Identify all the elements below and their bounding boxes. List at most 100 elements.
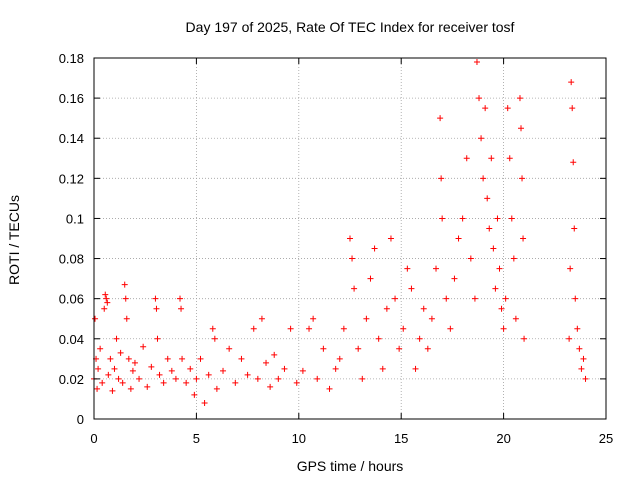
data-point xyxy=(383,305,390,312)
data-point xyxy=(299,367,306,374)
data-point xyxy=(310,315,317,322)
data-point xyxy=(437,115,444,122)
data-point xyxy=(99,379,106,386)
data-point xyxy=(375,335,382,342)
data-point xyxy=(105,371,112,378)
data-point xyxy=(569,105,576,112)
data-point xyxy=(201,399,208,406)
data-point xyxy=(567,265,574,272)
data-point xyxy=(519,175,526,182)
data-point xyxy=(275,375,282,382)
data-point xyxy=(271,351,278,358)
data-point xyxy=(211,335,218,342)
data-point xyxy=(492,285,499,292)
data-point xyxy=(115,375,122,382)
data-point xyxy=(263,359,270,366)
y-tick-label: 0.16 xyxy=(59,91,84,106)
y-tick-label: 0.18 xyxy=(59,51,84,66)
data-point xyxy=(500,325,507,332)
data-point xyxy=(111,365,118,372)
x-tick-label: 0 xyxy=(90,431,97,446)
x-tick-label: 25 xyxy=(599,431,613,446)
data-point xyxy=(183,379,190,386)
data-point xyxy=(129,367,136,374)
data-point xyxy=(439,215,446,222)
data-point xyxy=(496,265,503,272)
data-point xyxy=(336,355,343,362)
data-point xyxy=(438,175,445,182)
data-point xyxy=(566,335,573,342)
data-point xyxy=(191,391,198,398)
data-point xyxy=(516,95,523,102)
data-point xyxy=(160,379,167,386)
data-point xyxy=(125,355,132,362)
data-point xyxy=(144,383,151,390)
data-point xyxy=(355,345,362,352)
data-point xyxy=(94,385,101,392)
data-point xyxy=(127,385,134,392)
data-point xyxy=(95,365,102,372)
data-point xyxy=(193,375,200,382)
data-point xyxy=(122,295,129,302)
data-point xyxy=(293,379,300,386)
y-tick-label: 0 xyxy=(77,412,84,427)
data-point xyxy=(102,291,109,298)
data-point xyxy=(490,245,497,252)
data-point xyxy=(424,345,431,352)
data-point xyxy=(232,379,239,386)
data-point xyxy=(326,385,333,392)
y-axis: 0 0.02 0.04 0.06 0.08 0.1 0.12 0.14 0.16 0.18 xyxy=(59,51,606,427)
data-point xyxy=(471,295,478,302)
data-point xyxy=(396,345,403,352)
data-point xyxy=(113,335,120,342)
data-point xyxy=(367,275,374,282)
data-point xyxy=(570,159,577,166)
data-point xyxy=(473,59,480,66)
data-point xyxy=(306,325,313,332)
data-point xyxy=(510,255,517,262)
data-point xyxy=(521,335,528,342)
data-point xyxy=(574,325,581,332)
data-point xyxy=(502,295,509,302)
data-point xyxy=(97,345,104,352)
data-point xyxy=(244,371,251,378)
data-point xyxy=(392,295,399,302)
data-point xyxy=(494,215,501,222)
data-point xyxy=(400,325,407,332)
data-point xyxy=(571,225,578,232)
data-point xyxy=(482,105,489,112)
data-point xyxy=(504,105,511,112)
data-point xyxy=(238,355,245,362)
data-point xyxy=(213,385,220,392)
data-point xyxy=(267,383,274,390)
data-point xyxy=(109,387,116,394)
data-point xyxy=(486,225,493,232)
data-point xyxy=(568,79,575,86)
data-point xyxy=(506,155,513,162)
data-point xyxy=(178,305,185,312)
data-point xyxy=(480,175,487,182)
data-point xyxy=(107,355,114,362)
data-point xyxy=(347,235,353,242)
data-point xyxy=(379,365,386,372)
y-tick-label: 0.12 xyxy=(59,171,84,186)
y-tick-label: 0.04 xyxy=(59,332,84,347)
data-point xyxy=(164,355,171,362)
data-point xyxy=(103,295,110,302)
data-point xyxy=(351,285,358,292)
x-tick-label: 10 xyxy=(292,431,306,446)
data-point xyxy=(281,365,288,372)
data-point xyxy=(359,375,366,382)
data-point xyxy=(131,359,138,366)
data-point xyxy=(484,195,491,202)
x-tick-label: 5 xyxy=(193,431,200,446)
data-point xyxy=(119,379,126,386)
y-tick-label: 0.02 xyxy=(59,372,84,387)
data-point xyxy=(136,375,143,382)
data-point xyxy=(428,315,435,322)
data-point xyxy=(148,363,155,370)
y-tick-label: 0.14 xyxy=(59,131,84,146)
data-point xyxy=(447,325,454,332)
data-point xyxy=(498,305,505,312)
